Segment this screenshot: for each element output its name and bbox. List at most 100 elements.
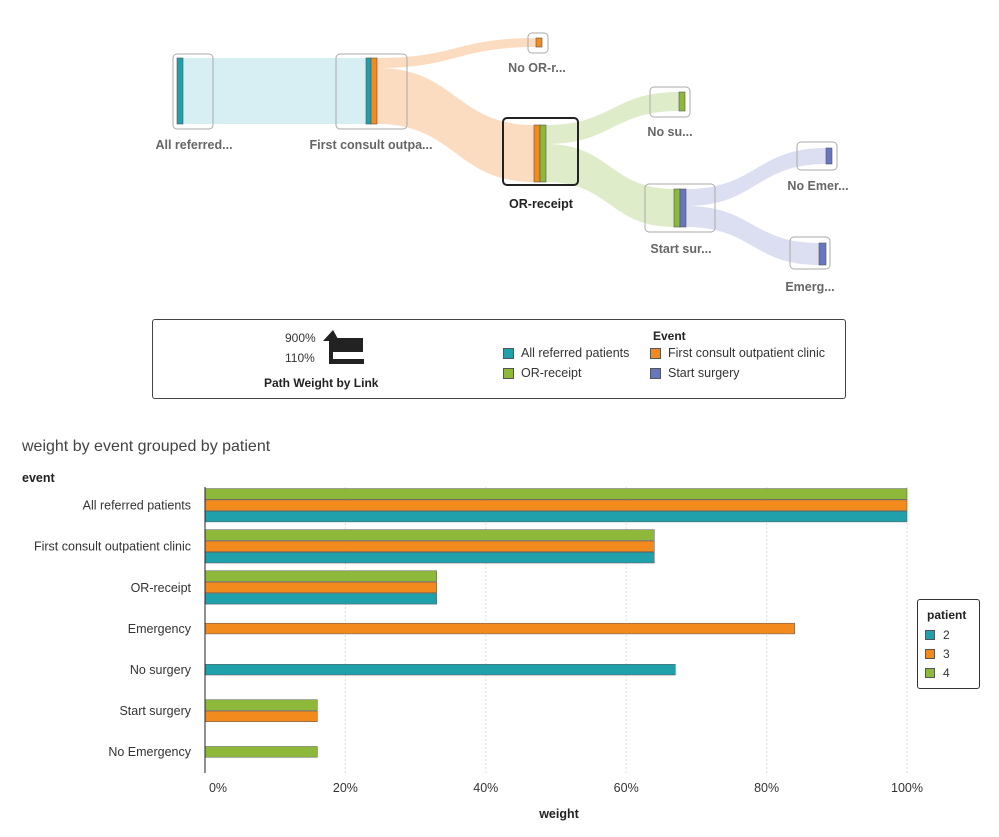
x-tick-label: 80% <box>754 781 779 795</box>
bar-patient-3[interactable] <box>204 499 908 511</box>
sankey-node-emerg[interactable] <box>789 236 831 270</box>
sankey-diagram: All referred... First consult outpa... N… <box>155 32 849 294</box>
patient-legend: patient 2 3 4 <box>917 599 980 689</box>
sankey-links <box>183 38 826 265</box>
x-tick-label: 60% <box>614 781 639 795</box>
sankey-node-noor[interactable] <box>527 32 549 54</box>
bar-patient-3[interactable] <box>204 540 655 552</box>
bar-patient-4[interactable] <box>204 699 318 711</box>
legend-item-or-receipt: OR-receipt <box>503 366 581 380</box>
node-label-no-or-receipt: No OR-r... <box>508 61 566 75</box>
sankey-node-bar <box>176 57 184 125</box>
x-tick-label: 40% <box>473 781 498 795</box>
category-label: No surgery <box>130 663 192 677</box>
sankey-node-bar <box>539 124 547 183</box>
sankey-node-bar <box>679 188 687 228</box>
patient-legend-item-3: 3 <box>925 647 950 661</box>
weight-max-label: 900% <box>285 331 316 345</box>
legend-item-first-consult: First consult outpatient clinic <box>650 346 825 360</box>
bar-patient-2[interactable] <box>204 593 437 605</box>
patient-legend-item-4: 4 <box>925 666 950 680</box>
x-tick-label: 20% <box>333 781 358 795</box>
sankey-node-frame <box>172 53 214 130</box>
y-axis-title: event <box>22 471 55 485</box>
node-label-no-emergency: No Emer... <box>787 179 848 193</box>
category-label: All referred patients <box>83 499 191 513</box>
sankey-link-or-nosu[interactable] <box>546 92 679 144</box>
x-tick-label: 0% <box>209 781 227 795</box>
bar-patient-4[interactable] <box>204 746 318 758</box>
sankey-legend: 900% 110% Path Weight by Link Event All … <box>152 319 846 399</box>
sankey-node-frame <box>796 141 838 171</box>
sankey-node-noem[interactable] <box>796 141 838 171</box>
legend-swatch <box>925 630 935 640</box>
legend-item-label: 2 <box>943 628 950 642</box>
sankey-node-all[interactable] <box>172 53 214 130</box>
bar-patient-4[interactable] <box>204 488 908 500</box>
node-label-emergency: Emerg... <box>785 280 834 294</box>
sankey-node-frame <box>644 183 716 233</box>
sankey-node-bar <box>370 57 378 125</box>
legend-swatch <box>925 668 935 678</box>
legend-item-label: Start surgery <box>668 366 740 380</box>
sankey-link-start-noem[interactable] <box>686 148 826 206</box>
legend-item-label: OR-receipt <box>521 366 582 380</box>
sankey-node-frame <box>789 236 831 270</box>
sankey-link-start-emerg[interactable] <box>686 206 819 265</box>
event-legend-title: Event <box>653 329 686 343</box>
path-weight-arrow-icon <box>323 330 364 364</box>
sankey-nodes <box>172 32 838 270</box>
sankey-node-nosu[interactable] <box>649 86 691 118</box>
bar-patient-2[interactable] <box>204 552 655 564</box>
sankey-node-first[interactable] <box>335 53 408 130</box>
weight-min-label: 110% <box>285 351 315 365</box>
bar-patient-4[interactable] <box>204 529 655 541</box>
bar-patient-3[interactable] <box>204 622 795 635</box>
node-label-all-referred: All referred... <box>155 138 232 152</box>
legend-item-label: First consult outpatient clinic <box>668 346 826 360</box>
node-label-start-surgery: Start sur... <box>650 242 711 256</box>
bar-patient-2[interactable] <box>204 664 676 676</box>
category-label: No Emergency <box>108 745 191 759</box>
bar-marks <box>204 488 908 758</box>
legend-item-label: 3 <box>943 647 950 661</box>
bar-patient-3[interactable] <box>204 710 318 722</box>
bar-patient-2[interactable] <box>204 510 908 523</box>
legend-swatch <box>503 347 514 359</box>
category-labels: All referred patients First consult outpa… <box>34 499 192 760</box>
chart-title: weight by event grouped by patient <box>22 438 271 455</box>
sankey-node-bar <box>533 124 541 183</box>
sankey-link-all-first[interactable] <box>183 58 366 124</box>
legend-item-label: 4 <box>943 666 950 680</box>
legend-swatch <box>925 649 935 659</box>
x-axis-title: weight <box>538 807 579 821</box>
tick-labels: 0% 20% 40% 60% 80% 100% <box>209 781 923 795</box>
legend-item-label: All referred patients <box>521 346 630 360</box>
sankey-node-frame <box>335 53 408 130</box>
sankey-node-start[interactable] <box>644 183 716 233</box>
legend-item-all-referred: All referred patients <box>503 346 629 360</box>
sankey-node-or[interactable] <box>502 117 579 186</box>
sankey-node-bar <box>535 37 543 48</box>
node-label-first-consult: First consult outpa... <box>310 138 433 152</box>
sankey-node-bar <box>678 91 686 112</box>
sankey-node-frame <box>649 86 691 118</box>
sankey-node-frame <box>502 117 579 186</box>
sankey-node-bar <box>673 188 681 228</box>
weight-legend-title: Path Weight by Link <box>264 376 379 390</box>
legend-swatch <box>503 367 514 379</box>
sankey-node-bar <box>825 147 833 165</box>
node-label-or-receipt: OR-receipt <box>509 197 574 211</box>
patient-legend-title: patient <box>927 608 967 622</box>
sankey-link-first-noor[interactable] <box>377 38 536 68</box>
patient-legend-item-2: 2 <box>925 628 950 642</box>
sankey-link-first-or[interactable] <box>377 68 534 182</box>
legend-swatch <box>650 367 661 379</box>
category-label: Emergency <box>128 622 192 636</box>
bar-patient-3[interactable] <box>204 581 437 594</box>
grid-lines <box>344 487 908 773</box>
bar-patient-4[interactable] <box>204 570 437 582</box>
node-label-no-surgery: No su... <box>647 125 692 139</box>
sankey-node-bar <box>365 57 372 125</box>
category-label: Start surgery <box>119 704 191 718</box>
